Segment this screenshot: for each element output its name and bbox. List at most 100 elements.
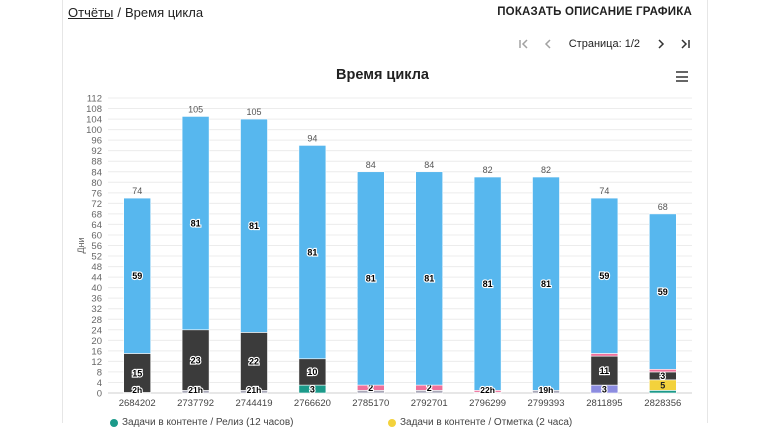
bar-segment <box>590 353 619 357</box>
bar-segment <box>356 171 385 386</box>
y-axis-label: Дни <box>76 237 86 253</box>
breadcrumb-separator: / <box>117 5 121 20</box>
y-tick-label: 32 <box>91 304 102 315</box>
data-label: 59 <box>658 287 668 297</box>
y-tick-label: 16 <box>91 346 102 357</box>
data-label: 81 <box>541 279 551 289</box>
bar-total-label: 82 <box>541 165 551 175</box>
y-tick-label: 40 <box>91 283 102 294</box>
y-tick-label: 76 <box>91 188 102 199</box>
data-label: 15 <box>132 368 142 378</box>
data-label: 19h <box>539 385 554 395</box>
y-tick-label: 12 <box>91 357 102 368</box>
chart-title: Время цикла <box>336 67 429 83</box>
bar-segment <box>415 171 444 386</box>
bar-total-label: 74 <box>599 186 609 196</box>
bar-segment <box>590 197 619 354</box>
bar-total-label: 84 <box>366 160 376 170</box>
y-tick-label: 4 <box>97 378 102 389</box>
y-tick-label: 60 <box>91 230 102 241</box>
breadcrumb-reports-link[interactable]: Отчёты <box>68 5 114 20</box>
y-tick-label: 48 <box>91 262 102 273</box>
bar-segment <box>298 358 327 386</box>
y-tick-label: 104 <box>86 115 102 126</box>
data-label: 81 <box>366 274 376 284</box>
data-label: 10 <box>307 367 317 377</box>
bar-total-label: 74 <box>132 186 142 196</box>
data-label: 2 <box>427 383 432 393</box>
bar-segment <box>532 176 560 391</box>
bar-total-label: 105 <box>246 107 261 117</box>
chart-menu-icon[interactable] <box>676 71 688 82</box>
y-tick-label: 28 <box>91 315 102 326</box>
x-tick-label: 2792701 <box>411 398 448 409</box>
y-tick-label: 96 <box>91 136 102 147</box>
bar-segment <box>181 116 210 331</box>
y-tick-label: 80 <box>91 178 102 189</box>
data-label: 21h <box>188 385 203 395</box>
page-indicator: Страница: 1/2 <box>568 38 640 50</box>
bar-segment <box>648 390 677 394</box>
data-label: 5 <box>660 380 665 390</box>
bar-segment <box>240 118 268 333</box>
bar-segment <box>298 145 327 360</box>
y-tick-label: 8 <box>97 367 102 378</box>
x-tick-label: 2737792 <box>177 398 214 409</box>
bar-total-label: 82 <box>483 165 493 175</box>
y-tick-label: 52 <box>91 252 102 263</box>
data-label: 3 <box>660 371 665 381</box>
bar-total-label: 68 <box>658 202 668 212</box>
x-tick-label: 2766620 <box>294 398 331 409</box>
pagination: Страница: 1/2 <box>515 35 694 53</box>
previous-page-icon[interactable] <box>539 35 557 53</box>
y-tick-label: 108 <box>86 104 102 115</box>
last-page-icon[interactable] <box>676 35 694 53</box>
y-tick-label: 112 <box>87 94 102 105</box>
x-tick-label: 2828356 <box>644 398 681 409</box>
data-label: 81 <box>483 279 493 289</box>
data-label: 81 <box>307 247 317 257</box>
x-tick-label: 2799393 <box>528 398 565 409</box>
next-page-icon[interactable] <box>652 35 670 53</box>
y-tick-label: 20 <box>91 336 102 347</box>
y-tick-label: 44 <box>91 273 102 284</box>
y-tick-label: 0 <box>97 389 102 400</box>
y-tick-label: 24 <box>91 325 102 336</box>
data-label: 59 <box>599 271 609 281</box>
y-tick-label: 56 <box>91 241 102 252</box>
bar-total-label: 84 <box>424 160 434 170</box>
data-label: 2h <box>132 385 142 395</box>
x-tick-label: 2785170 <box>352 398 389 409</box>
y-tick-label: 68 <box>91 209 102 220</box>
x-tick-label: 2744419 <box>236 398 273 409</box>
breadcrumb-current: Время цикла <box>125 5 204 20</box>
x-tick-label: 2796299 <box>469 398 506 409</box>
bar-total-label: 94 <box>307 133 317 143</box>
bar-segment <box>123 197 151 354</box>
data-label: 81 <box>249 221 259 231</box>
bar-segment <box>648 213 677 370</box>
data-label: 22 <box>249 357 259 367</box>
y-tick-label: 84 <box>91 167 102 178</box>
data-label: 81 <box>424 274 434 284</box>
data-label: 59 <box>132 271 142 281</box>
bar-segment <box>648 368 677 373</box>
data-label: 3 <box>602 384 607 394</box>
y-tick-label: 88 <box>91 157 102 168</box>
y-tick-label: 72 <box>91 199 102 210</box>
show-chart-description-button[interactable]: ПОКАЗАТЬ ОПИСАНИЕ ГРАФИКА <box>497 6 692 18</box>
data-label: 23 <box>191 355 201 365</box>
bar-segment <box>590 355 619 386</box>
data-label: 21h <box>247 385 262 395</box>
x-tick-label: 2811895 <box>586 398 622 409</box>
y-tick-label: 64 <box>91 220 102 231</box>
data-label: 3 <box>310 384 315 394</box>
data-label: 2 <box>368 383 373 393</box>
breadcrumb: Отчёты / Время цикла <box>68 5 203 20</box>
x-tick-label: 2684202 <box>119 398 156 409</box>
y-tick-label: 100 <box>86 125 102 136</box>
bar-total-label: 105 <box>188 104 203 114</box>
bar-segment <box>473 176 502 391</box>
first-page-icon[interactable] <box>515 35 533 53</box>
